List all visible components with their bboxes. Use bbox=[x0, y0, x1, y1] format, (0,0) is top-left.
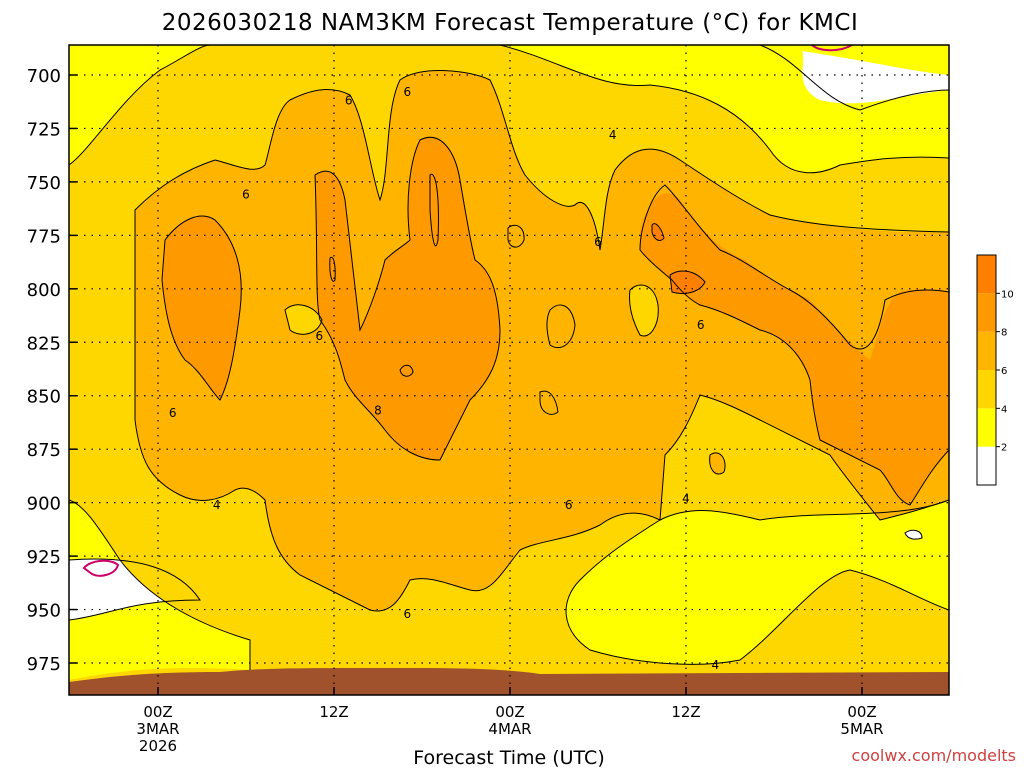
contour-4-left bbox=[69, 45, 211, 166]
colorbar-label: 6 bbox=[1001, 366, 1007, 377]
colorbar-swatch bbox=[977, 446, 996, 485]
contour-small-2 bbox=[329, 256, 336, 282]
contour-8-right-top bbox=[639, 184, 949, 350]
colorbar-label: 2 bbox=[1001, 443, 1007, 454]
y-tick-label: 725 bbox=[27, 119, 61, 140]
band-10-plus-2 bbox=[652, 223, 664, 241]
contour-label: 6 bbox=[169, 406, 177, 420]
contour-small-3 bbox=[429, 173, 439, 247]
band-8-10-right bbox=[640, 193, 949, 505]
contour-small-1 bbox=[399, 364, 414, 377]
y-tick-label: 950 bbox=[27, 601, 61, 622]
x-tick-label: 00Z bbox=[495, 703, 524, 721]
contour-label: 4 bbox=[712, 658, 720, 672]
cell-6 bbox=[709, 452, 726, 475]
contour-label: 6 bbox=[242, 188, 250, 202]
x-tick-label: 2026 bbox=[139, 737, 177, 755]
contour-label: 6 bbox=[316, 329, 324, 343]
colorbar: 2 4 6 8 10 bbox=[976, 254, 1014, 486]
contour-label: 4 bbox=[682, 491, 690, 505]
cell-4 bbox=[507, 224, 525, 248]
freezing-contour-left bbox=[82, 559, 120, 577]
y-tick-label: 700 bbox=[27, 66, 61, 87]
plot-frame bbox=[68, 44, 950, 696]
contour-label: 6 bbox=[345, 94, 353, 108]
contour-label: 6 bbox=[697, 318, 705, 332]
y-tick-label: 975 bbox=[27, 654, 61, 675]
contour-10-a bbox=[669, 270, 706, 295]
y-tick-label: 750 bbox=[27, 173, 61, 194]
colorbar-label: 4 bbox=[1001, 404, 1007, 415]
chart-title: 2026030218 NAM3KM Forecast Temperature (… bbox=[162, 10, 858, 36]
contour-label: 8 bbox=[374, 404, 382, 418]
x-tick-label: 12Z bbox=[671, 703, 700, 721]
contour-8-right bbox=[639, 249, 949, 506]
contour-label: 6 bbox=[404, 607, 412, 621]
contour-label: 4 bbox=[609, 128, 617, 142]
x-tick-label: 00Z bbox=[143, 703, 172, 721]
contour-4-bottom bbox=[69, 499, 251, 670]
band-8-10-left bbox=[162, 216, 242, 400]
y-tick-label: 825 bbox=[27, 333, 61, 354]
freezing-contour-top bbox=[811, 45, 853, 52]
x-tick-label: 5MAR bbox=[840, 720, 883, 738]
contour-label: 6 bbox=[404, 85, 412, 99]
colorbar-label: 10 bbox=[1001, 289, 1014, 300]
cell-5 bbox=[539, 390, 559, 415]
y-tick-label: 850 bbox=[27, 387, 61, 408]
contour-6-upper bbox=[134, 70, 949, 420]
contour-10-b bbox=[651, 223, 665, 241]
contour-label: 4 bbox=[213, 498, 221, 512]
x-tick-label: 00Z bbox=[847, 703, 876, 721]
colorbar-swatch bbox=[977, 293, 996, 332]
x-tick-label: 12Z bbox=[319, 703, 348, 721]
cell-1 bbox=[284, 304, 323, 335]
contour-8-center bbox=[314, 137, 501, 461]
plot-area bbox=[69, 45, 949, 695]
x-tick-label: 3MAR bbox=[136, 720, 179, 738]
colorbar-swatch bbox=[977, 370, 996, 409]
band-2-4-top-right bbox=[760, 45, 949, 75]
band-8-10-center bbox=[315, 137, 500, 461]
contour-labels: 66244668866868464464 bbox=[169, 85, 720, 672]
colorbar-label: 8 bbox=[1001, 328, 1007, 339]
colorbar-swatch bbox=[977, 408, 996, 447]
colorbar-swatch bbox=[977, 255, 996, 294]
contour-label: 6 bbox=[565, 498, 573, 512]
y-axis: 700 725 750 775 800 825 850 875 900 925 950 975 bbox=[27, 66, 77, 675]
contour-4-lower bbox=[565, 499, 949, 665]
contour-2-top bbox=[759, 45, 949, 111]
y-tick-label: 925 bbox=[27, 547, 61, 568]
contour-label: 6 bbox=[594, 235, 602, 249]
y-tick-label: 875 bbox=[27, 440, 61, 461]
credit-link[interactable]: coolwx.com/modelts bbox=[852, 746, 1016, 765]
contour-4-right bbox=[499, 45, 949, 174]
cell-3 bbox=[546, 304, 576, 349]
contour-6-main bbox=[134, 394, 949, 612]
contour-lines bbox=[69, 45, 949, 670]
contour-8-left bbox=[161, 215, 242, 401]
x-axis-label: Forecast Time (UTC) bbox=[413, 747, 604, 768]
y-tick-label: 900 bbox=[27, 494, 61, 515]
cold-pocket-right bbox=[904, 529, 923, 540]
y-tick-label: 800 bbox=[27, 280, 61, 301]
y-tick-label: 775 bbox=[27, 226, 61, 247]
x-tick-label: 4MAR bbox=[488, 720, 531, 738]
colorbar-swatch bbox=[977, 331, 996, 370]
surface-ground bbox=[69, 668, 949, 695]
cell-2 bbox=[629, 284, 659, 337]
contour-2 bbox=[69, 558, 201, 621]
